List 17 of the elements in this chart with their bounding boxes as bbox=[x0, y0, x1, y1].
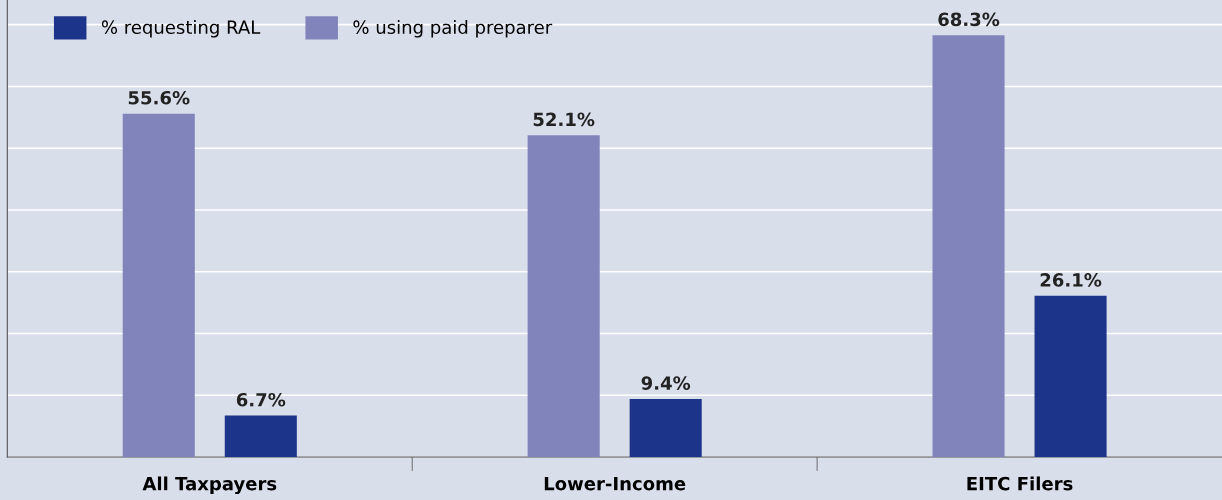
x-tick-label: Lower-Income bbox=[544, 477, 686, 491]
x-tick-label: All Taxpayers bbox=[142, 476, 277, 495]
bar bbox=[122, 113, 195, 457]
data-label: 9.4% bbox=[641, 376, 691, 390]
bar bbox=[932, 35, 1005, 457]
data-label: 68.3% bbox=[938, 12, 1000, 27]
legend-label: % requesting RAL bbox=[101, 20, 261, 38]
bar bbox=[629, 398, 702, 457]
bar bbox=[1034, 295, 1107, 457]
data-label: 52.1% bbox=[533, 112, 595, 127]
legend-label: % using paid preparer bbox=[353, 20, 553, 38]
data-label: 6.7% bbox=[236, 392, 286, 407]
data-label: 55.6% bbox=[128, 90, 190, 105]
bar bbox=[527, 135, 600, 457]
bar bbox=[224, 415, 297, 457]
x-tick-label: EITC Filers bbox=[967, 476, 1073, 491]
data-label: 26.1% bbox=[1040, 273, 1102, 287]
